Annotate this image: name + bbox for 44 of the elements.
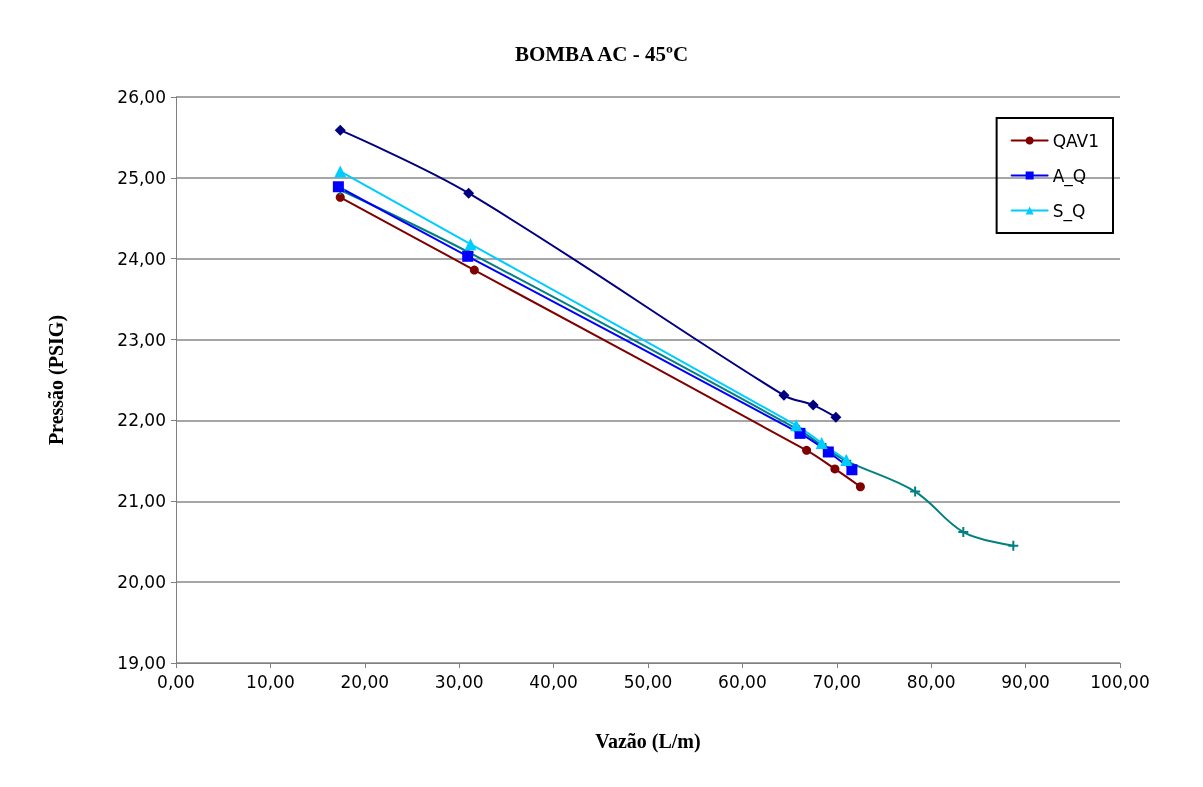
- y-tick-label: 20,00: [117, 572, 166, 593]
- legend-label: A_Q: [1052, 165, 1087, 187]
- y-tick-label: 25,00: [117, 167, 166, 188]
- x-tick-label: 50,00: [623, 671, 673, 692]
- point: [807, 399, 819, 411]
- point: [790, 419, 803, 432]
- point: [830, 464, 840, 474]
- point: [334, 165, 347, 178]
- x-tick-label: 100,00: [1090, 671, 1150, 692]
- x-tick-label: 80,00: [906, 671, 956, 692]
- y-axis-title: Pressão (PSIG): [45, 314, 68, 446]
- point: [334, 124, 346, 136]
- point: [778, 389, 790, 401]
- y-tick-label: 21,00: [117, 491, 166, 512]
- y-tick-label: 26,00: [117, 87, 166, 107]
- x-tick-label: 60,00: [718, 671, 767, 692]
- point: [822, 446, 834, 458]
- x-tick-label: 70,00: [812, 671, 862, 692]
- x-tick-label: 90,00: [1001, 671, 1050, 692]
- y-tick-label: 19,00: [117, 653, 166, 673]
- point: [469, 265, 479, 275]
- x-tick-label: 40,00: [529, 671, 578, 692]
- point: [958, 527, 969, 538]
- point: [802, 445, 812, 455]
- legend-label: S_Q: [1052, 200, 1086, 222]
- y-tick-label: 24,00: [117, 248, 166, 269]
- point: [815, 437, 828, 450]
- point: [335, 192, 345, 202]
- x-tick-label: 30,00: [434, 671, 484, 692]
- chart-title: BOMBA AC - 45ºC: [514, 41, 689, 66]
- x-axis-title: Vazão (L/m): [595, 730, 701, 753]
- point: [910, 486, 921, 497]
- legend-label: QAV1: [1052, 130, 1100, 151]
- y-tick-label: 22,00: [117, 410, 166, 431]
- x-tick-label: 10,00: [246, 671, 295, 692]
- point: [855, 482, 865, 492]
- point: [846, 464, 858, 476]
- point: [463, 187, 475, 199]
- y-tick-label: 23,00: [117, 329, 166, 350]
- x-tick-label: 0,00: [157, 671, 195, 692]
- x-tick-label: 20,00: [340, 671, 390, 692]
- point: [1008, 540, 1019, 551]
- point: [830, 411, 842, 423]
- point: [464, 238, 477, 251]
